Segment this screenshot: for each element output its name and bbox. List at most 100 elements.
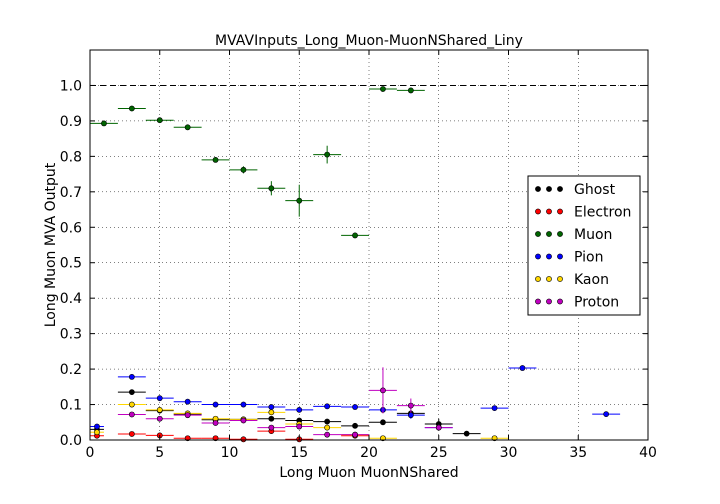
legend-label-electron: Electron (574, 205, 631, 221)
ghost-point (128, 389, 135, 396)
y-tick-label: 0.3 (60, 327, 82, 343)
kaon-point (94, 429, 100, 436)
x-axis-label: Long Muon MuonNShared (279, 465, 458, 481)
muon-point (380, 86, 386, 92)
x-tick-label: 0 (86, 445, 95, 461)
ghost-point (380, 419, 386, 426)
proton-point (268, 424, 275, 431)
y-tick-label: 0.7 (60, 185, 82, 201)
legend-label-ghost: Ghost (574, 182, 616, 198)
pion-point (184, 398, 191, 405)
legend-marker-proton (557, 298, 563, 305)
kaon-point (324, 424, 331, 431)
pion-point (407, 412, 414, 419)
legend-marker-proton (535, 298, 541, 305)
series-muon (90, 86, 425, 239)
muon-point (296, 197, 303, 204)
legend-marker-electron (557, 208, 563, 215)
legend-marker-muon (557, 231, 563, 237)
proton-point (156, 415, 163, 422)
legend-marker-pion (557, 253, 563, 260)
muon-point (407, 87, 414, 94)
ghost-point (463, 430, 470, 437)
muon-point (268, 185, 275, 192)
legend-marker-ghost (557, 186, 563, 192)
pion-point (491, 405, 498, 411)
legend-marker-electron (546, 208, 552, 215)
muon-point (156, 117, 163, 124)
kaon-point (156, 406, 163, 413)
legend-marker-kaon (546, 276, 552, 282)
muon-point (128, 105, 135, 112)
legend-marker-muon (546, 231, 552, 237)
pion-point (128, 373, 135, 380)
y-tick-label: 0.6 (60, 220, 82, 236)
muon-point (352, 232, 358, 239)
x-tick-label: 30 (500, 445, 518, 461)
legend-label-proton: Proton (574, 295, 619, 311)
legend-label-kaon: Kaon (574, 272, 609, 288)
muon-point (101, 120, 107, 127)
muon-point (212, 157, 219, 163)
proton-point (407, 402, 414, 409)
y-tick-label: 0.2 (60, 362, 82, 378)
pion-point (296, 406, 303, 413)
legend: Ghost Electron Muon Pion Kaon Proton (527, 175, 641, 316)
x-tick-label: 5 (155, 445, 164, 461)
proton-point (184, 412, 191, 419)
legend-box (527, 175, 641, 316)
series-proton (117, 367, 453, 438)
y-tick-label: 0.9 (60, 114, 82, 130)
x-tick-label: 15 (290, 445, 308, 461)
electron-point (128, 431, 135, 437)
x-tick-label: 20 (360, 445, 378, 461)
ghost-point (324, 418, 331, 425)
ghost-point (268, 415, 275, 422)
proton-point (352, 431, 358, 438)
x-tick-label: 35 (569, 445, 587, 461)
y-axis-label: Long Muon MVA Output (43, 162, 59, 327)
legend-marker-pion (546, 253, 552, 260)
x-tick-label: 10 (221, 445, 239, 461)
pion-point (240, 401, 247, 408)
legend-marker-kaon (557, 276, 563, 282)
y-tick-label: 0.8 (60, 149, 82, 165)
pion-point (519, 365, 526, 371)
legend-marker-ghost (535, 186, 541, 192)
x-tick-label: 25 (430, 445, 448, 461)
pion-point (212, 401, 219, 408)
proton-point (212, 420, 219, 426)
proton-point (435, 424, 442, 431)
y-tick-label: 1.0 (60, 78, 82, 94)
muon-point (240, 166, 247, 173)
proton-point (128, 411, 135, 418)
kaon-point (268, 409, 275, 416)
muon-point (324, 151, 331, 158)
pion-point (603, 411, 610, 418)
y-tick-label: 0.4 (60, 291, 82, 307)
pion-point (94, 423, 100, 430)
chart-title: MVAVInputs_Long_Muon-MuonNShared_Liny (215, 33, 523, 49)
proton-point (324, 431, 331, 438)
ghost-point (352, 422, 358, 429)
electron-point (240, 436, 247, 443)
pion-point (268, 404, 275, 410)
legend-marker-proton (546, 298, 552, 305)
pion-point (324, 403, 331, 410)
muon-point (184, 124, 191, 131)
legend-marker-electron (535, 208, 541, 215)
proton-point (240, 417, 247, 424)
legend-label-muon: Muon (574, 227, 612, 243)
legend-label-pion: Pion (574, 250, 603, 266)
y-tick-label: 0.1 (60, 398, 82, 414)
legend-marker-muon (535, 231, 541, 237)
axis-ticks: 0 5 10 15 20 25 30 35 40 0.0 0.1 0.2 0.3 0.4 0.5 0.6 0.7… (60, 50, 657, 461)
kaon-point (128, 401, 135, 408)
legend-marker-ghost (546, 186, 552, 192)
x-tick-label: 40 (639, 445, 657, 461)
proton-point (296, 423, 303, 430)
y-tick-label: 0.0 (60, 433, 82, 449)
y-tick-label: 0.5 (60, 256, 82, 272)
legend-marker-pion (535, 253, 541, 260)
